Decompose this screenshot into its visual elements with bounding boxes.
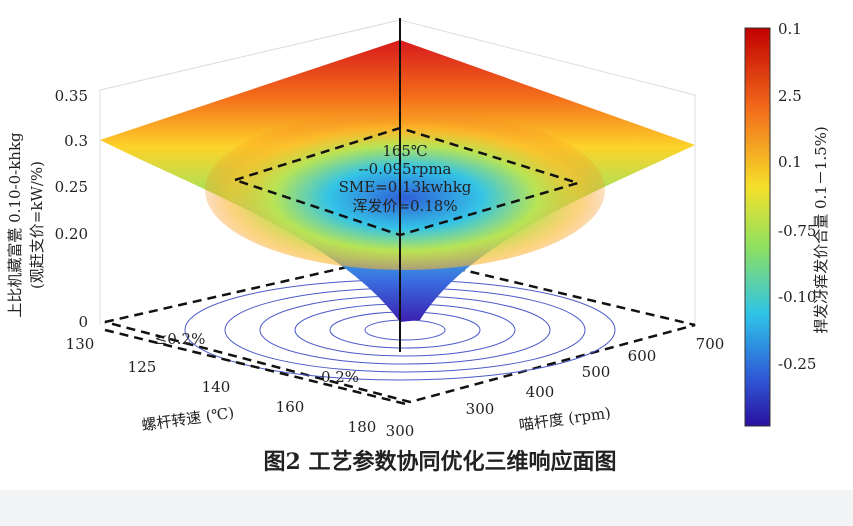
x-tick-label: 130 (66, 335, 95, 353)
annotation: 浑发价=0.18% (352, 197, 457, 215)
surface-core (205, 110, 605, 270)
x-tick-label: 140 (202, 378, 231, 396)
colorbar-label: 捍发冴痒发价合量 0.1－1.5%) (812, 126, 830, 334)
z-tick-label: 0.20 (55, 225, 88, 243)
optimum-outline (230, 126, 583, 237)
x-tick-label: 180 (348, 418, 377, 436)
colorbar-tick-label: 2.5 (778, 87, 802, 105)
y-tick-label: 300 (466, 400, 495, 418)
y-tick-label: 600 (628, 347, 657, 365)
annotation: 165℃ (382, 142, 427, 160)
front-edge (104, 328, 411, 407)
y-tick-label: 500 (582, 363, 611, 381)
colorbar-tick-label: -0.10 (778, 288, 816, 306)
caption: 图2 工艺参数协同优化三维响应面图 (264, 449, 617, 475)
y-tick-label: 300 (386, 422, 415, 440)
colorbar-tick-label: 0.1 (778, 20, 802, 38)
z-tick-label: 0.3 (64, 132, 88, 150)
colorbar-tick-label: 0.1 (778, 153, 802, 171)
axis-box (99, 19, 696, 325)
y-tick-label: 400 (526, 383, 555, 401)
contour-label: 0.2% (321, 368, 359, 386)
z-axis-label: 上比机藏富甍 0.10-0-khkg (6, 132, 24, 318)
z-tick-label: 0.35 (55, 87, 88, 105)
x-tick-label: 125 (128, 358, 157, 376)
z-tick-label: 0 (78, 313, 88, 331)
annotation: --0.095rpma (358, 160, 451, 178)
colorbar-tick-label: -0.75 (778, 222, 816, 240)
colorbar (744, 27, 771, 427)
z-tick-label: 0.25 (55, 178, 88, 196)
y-tick-label: 700 (696, 335, 725, 353)
x-tick-label: 160 (276, 398, 305, 416)
contour-label: ≤0.2% (155, 330, 206, 348)
z-axis-label: (观赶支价=kW/%) (28, 161, 46, 289)
colorbar-tick-label: -0.25 (778, 355, 816, 373)
annotation: SME=0.13kwhkg (339, 178, 472, 196)
